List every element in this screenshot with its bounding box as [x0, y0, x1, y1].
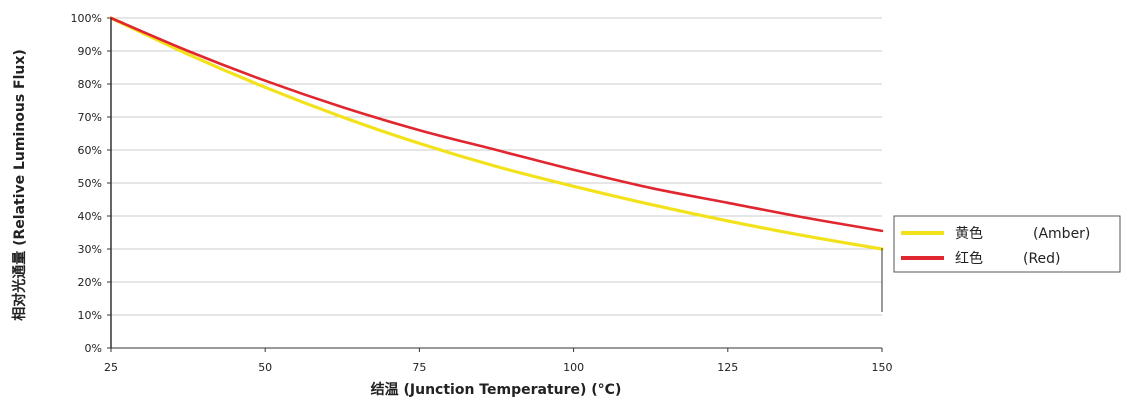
x-tick-label: 75 — [412, 361, 426, 374]
legend-label-red-en: (Red) — [1023, 251, 1061, 267]
x-axis-title: 结温 (Junction Temperature) (°C) — [371, 381, 622, 398]
x-tick-label: 150 — [872, 361, 893, 374]
x-tick-label: 100 — [563, 361, 584, 374]
x-tick-label: 125 — [717, 361, 738, 374]
y-tick-label: 60% — [78, 144, 102, 157]
series-line-red — [109, 16, 884, 233]
series-line-amber — [109, 16, 884, 251]
series-layer — [109, 16, 884, 251]
legend-label-amber-en: (Amber) — [1033, 226, 1090, 242]
legend-label-amber-cn: 黄色 — [955, 225, 983, 242]
y-tick-labels: 0% 10% 20% 30% 40% 50% 60% 70% 80% 90% 100% — [71, 12, 102, 355]
y-tick-label: 70% — [78, 111, 102, 124]
legend-label-red-cn: 红色 — [955, 250, 983, 267]
y-tick-label: 10% — [78, 309, 102, 322]
y-tick-label: 0% — [85, 342, 102, 355]
y-tick-label: 30% — [78, 243, 102, 256]
x-tick-labels: 25 50 75 100 125 150 — [104, 361, 893, 374]
y-tick-label: 80% — [78, 78, 102, 91]
y-tick-label: 20% — [78, 276, 102, 289]
legend: 黄色 (Amber) 红色 (Red) — [893, 215, 1121, 273]
x-tick-label: 50 — [258, 361, 272, 374]
y-tick-label: 50% — [78, 177, 102, 190]
y-tick-label: 90% — [78, 45, 102, 58]
legend-box — [893, 215, 1121, 273]
x-tick-label: 25 — [104, 361, 118, 374]
y-tick-label: 100% — [71, 12, 102, 25]
y-axis-title: 相对光通量 (Relative Luminous Flux) — [11, 49, 28, 321]
y-tick-label: 40% — [78, 210, 102, 223]
